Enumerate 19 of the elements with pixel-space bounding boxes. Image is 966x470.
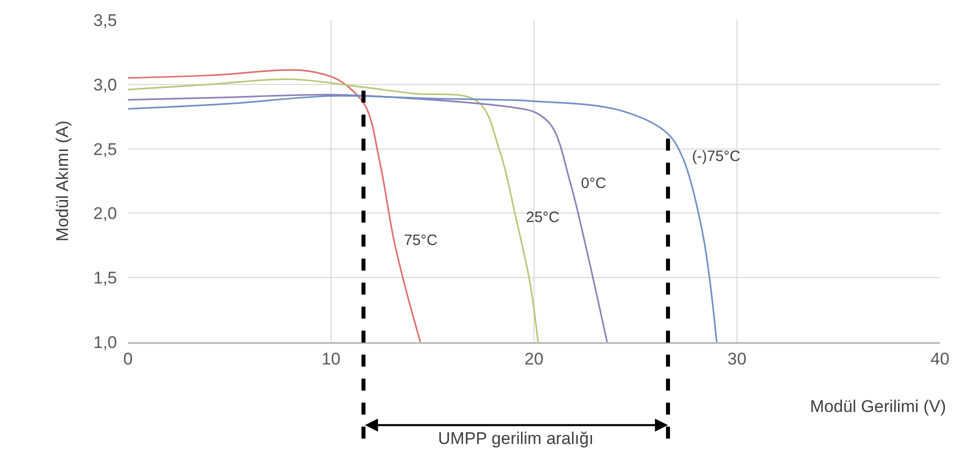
series-label: 0°C xyxy=(581,175,606,192)
series-label: 25°C xyxy=(526,209,560,226)
text: UMPP gerilim aralığı xyxy=(438,429,594,448)
x-tick-label: 0 xyxy=(123,349,133,368)
series-label: (-)75°C xyxy=(692,148,741,165)
y-tick-label: 3,5 xyxy=(93,10,117,30)
x-tick-label: 20 xyxy=(524,349,544,368)
y-tick-label: 1,5 xyxy=(93,268,117,288)
y-axis-title: Modül Akımı (A) xyxy=(52,120,72,242)
y-tick-label: 1,0 xyxy=(93,332,117,352)
x-axis-title: Modül Gerilimi (V) xyxy=(810,397,946,416)
x-tick-label: 30 xyxy=(728,349,746,368)
x-tick-label: 40 xyxy=(930,349,950,368)
y-tick-label: 2,5 xyxy=(93,140,117,159)
series-label: 75°C xyxy=(404,232,438,249)
x-tick-label: 10 xyxy=(322,349,340,368)
y-tick-label: 3,0 xyxy=(93,75,117,94)
y-tick-label: 2,0 xyxy=(93,204,117,224)
line-series xyxy=(128,94,608,342)
